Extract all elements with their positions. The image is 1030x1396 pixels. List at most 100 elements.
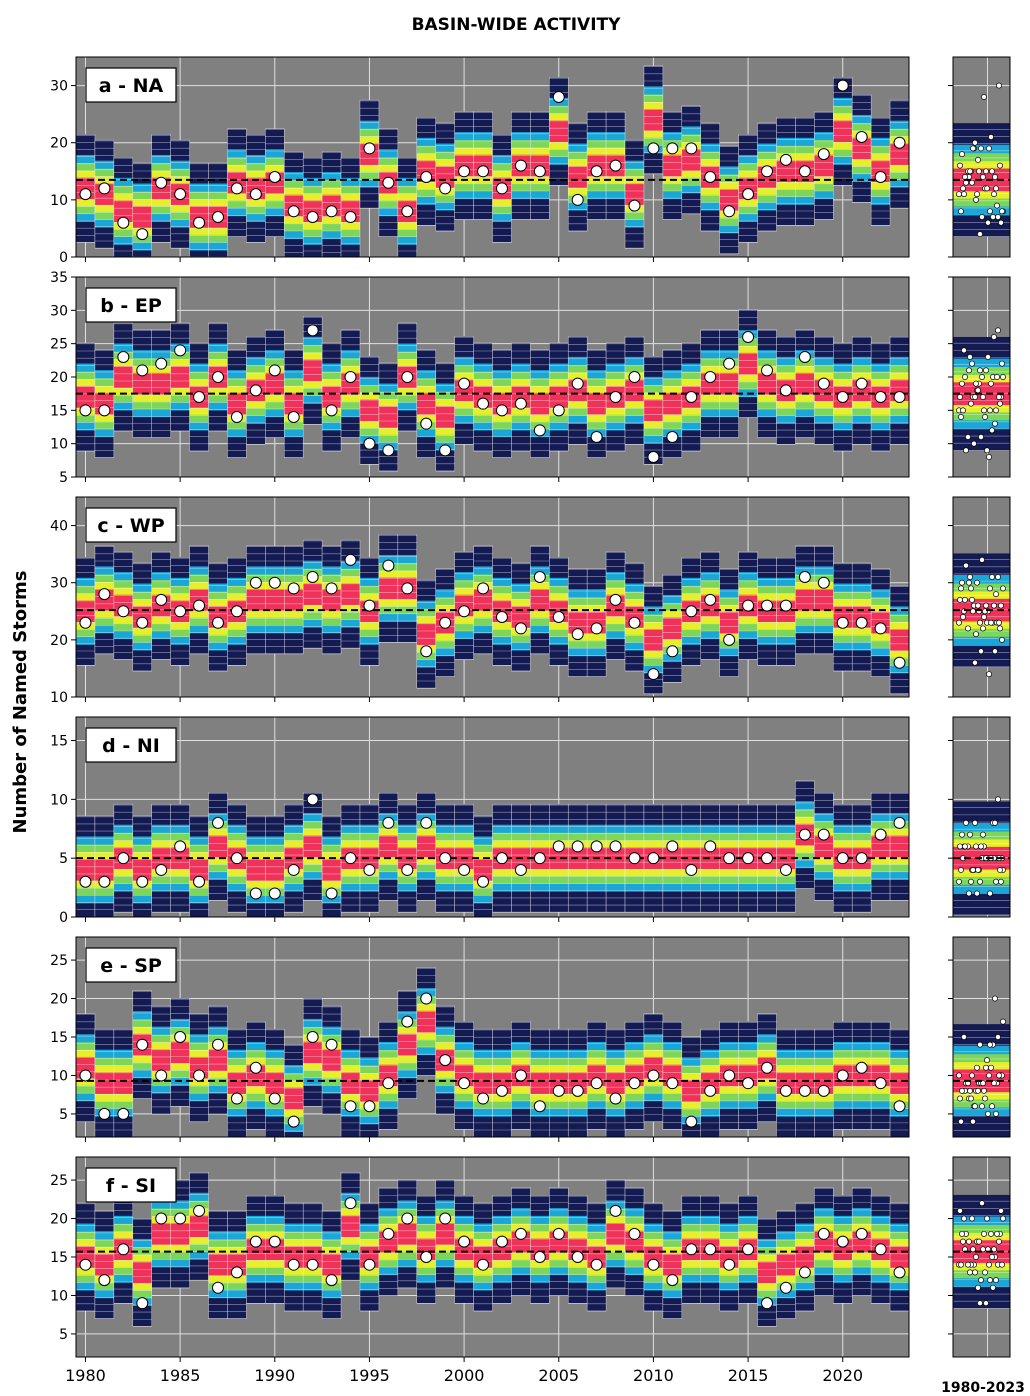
observed-point-1982 — [117, 1107, 130, 1120]
inset-point — [980, 625, 986, 632]
band-median_red — [151, 372, 171, 395]
forecast-column-2007 — [586, 1021, 607, 1130]
observed-point-2003 — [514, 863, 527, 876]
observed-point-1997 — [401, 863, 414, 876]
inset-point — [977, 619, 983, 626]
observed-point-1998 — [420, 645, 433, 658]
inset-point — [982, 414, 988, 420]
band-median_red — [662, 154, 682, 177]
observed-point-1995 — [363, 1258, 376, 1271]
observed-point-2004 — [533, 1100, 546, 1113]
observed-point-1991 — [287, 1258, 300, 1271]
observed-points — [79, 324, 906, 463]
forecast-column-2005 — [549, 77, 569, 186]
inset-point — [968, 400, 974, 407]
observed-point-2007 — [590, 1258, 603, 1271]
inset-point — [980, 394, 986, 400]
inset-point — [969, 596, 975, 603]
observed-point-2017 — [779, 599, 792, 612]
inset-point — [992, 819, 998, 826]
inset-point — [958, 208, 964, 215]
observed-point-2019 — [817, 828, 830, 841]
forecast-column-2016 — [757, 329, 777, 438]
forecast-column-1991 — [284, 1044, 304, 1137]
inset-point — [996, 1238, 1002, 1245]
inset-point — [972, 139, 978, 146]
band-median_red — [151, 1049, 171, 1071]
y-tick-label: 20 — [50, 1212, 68, 1228]
inset-point — [956, 191, 962, 198]
x-tick-label: 1995 — [349, 1366, 390, 1385]
observed-point-2003 — [514, 159, 527, 172]
band-median_red — [643, 109, 663, 131]
forecast-column-2005 — [549, 1187, 569, 1296]
inset-point — [992, 420, 998, 427]
band-median_red — [473, 589, 493, 611]
inset-point — [996, 619, 1002, 626]
observed-point-2004 — [533, 852, 546, 865]
observed-point-1983 — [136, 1297, 149, 1310]
observed-point-1992 — [306, 211, 319, 223]
inset-point — [961, 1215, 967, 1222]
observed-point-2009 — [628, 1077, 641, 1090]
observed-point-2002 — [495, 611, 508, 623]
inset-point — [999, 360, 1005, 367]
band-median_red — [227, 1072, 247, 1094]
inset-point — [976, 1238, 982, 1245]
observed-point-2013 — [704, 1243, 717, 1256]
forecast-column-1993 — [321, 545, 342, 655]
observed-point-1997 — [401, 371, 414, 383]
forecast-column-2001 — [473, 815, 493, 917]
band-median_red — [227, 392, 247, 415]
inset-point — [962, 596, 968, 603]
forecast-column-2006 — [567, 568, 588, 678]
observed-point-1984 — [155, 1212, 168, 1225]
observed-point-2020 — [836, 1235, 849, 1248]
forecast-column-1988 — [227, 1028, 247, 1137]
inset-point — [996, 82, 1002, 89]
inset-point — [995, 327, 1001, 334]
observed-point-1995 — [363, 1100, 376, 1113]
forecast-column-2021 — [851, 336, 872, 445]
observed-point-1987 — [211, 211, 224, 223]
band-median_red — [719, 611, 739, 634]
inset-point — [974, 579, 980, 586]
inset-point — [999, 1261, 1005, 1268]
observed-point-2016 — [761, 364, 774, 377]
forecast-column-1990 — [265, 815, 285, 917]
observed-point-2007 — [590, 622, 603, 635]
observed-point-1981 — [98, 875, 111, 888]
observed-point-2006 — [571, 193, 584, 206]
observed-point-2015 — [742, 331, 755, 343]
forecast-column-1980 — [76, 342, 96, 452]
observed-point-1985 — [174, 344, 187, 357]
observed-point-1991 — [287, 863, 300, 876]
observed-point-1990 — [268, 576, 281, 589]
forecast-column-2010 — [643, 1013, 664, 1123]
inset-point — [958, 1261, 964, 1268]
observed-point-2003 — [514, 622, 527, 635]
band-median_red — [132, 859, 152, 881]
forecast-column-2000 — [454, 1021, 474, 1130]
inset-point — [984, 1215, 990, 1222]
inset-point — [959, 380, 965, 387]
panel-label-text: e - SP — [100, 955, 162, 977]
band-median_red — [208, 835, 228, 858]
band-median_red — [397, 1033, 417, 1056]
plot-frame — [75, 716, 910, 918]
inset-point — [966, 367, 972, 374]
inset-point — [963, 179, 969, 186]
panel-sp: 5 10 15 20 25 e - SP — [50, 936, 1011, 1142]
observed-point-2002 — [495, 182, 508, 195]
forecast-column-2021 — [851, 94, 872, 203]
band-median_red — [890, 1072, 909, 1094]
observed-point-1996 — [382, 1077, 395, 1090]
forecast-column-2014 — [719, 803, 739, 913]
observed-point-1990 — [268, 1235, 281, 1248]
observed-point-2013 — [704, 1084, 717, 1097]
observed-point-1981 — [98, 404, 111, 417]
observed-point-2009 — [628, 616, 641, 629]
observed-point-2023 — [893, 391, 906, 403]
forecast-column-1986 — [189, 1171, 209, 1281]
observed-point-1989 — [249, 576, 262, 589]
